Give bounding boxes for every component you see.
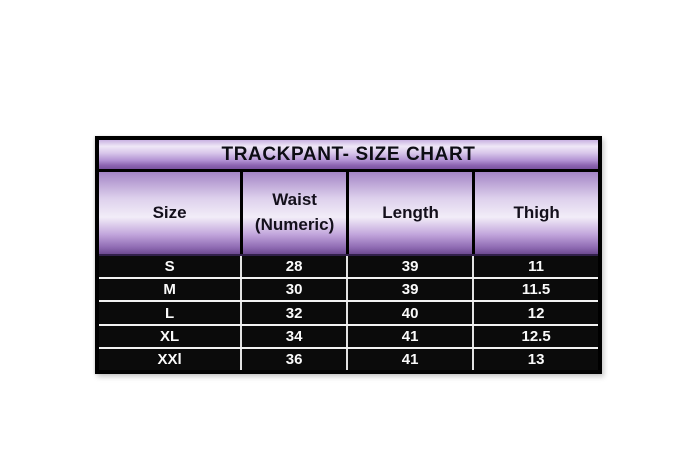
cell-length: 41 — [345, 325, 473, 347]
column-header-thigh: Thigh — [472, 172, 598, 254]
cell-waist: 28 — [240, 256, 346, 278]
cell-thigh: 13 — [472, 348, 598, 371]
cell-length: 41 — [345, 348, 473, 371]
header-row: Size Waist (Numeric) Length Thigh — [99, 172, 598, 256]
table-row-xxl: XXl 36 41 13 — [99, 346, 598, 371]
size-chart-table: TRACKPANT- SIZE CHART Size Waist (Numeri… — [95, 136, 602, 374]
table-body: S 28 39 11 M 30 39 11.5 L 32 40 12 XL 34… — [99, 256, 598, 371]
cell-size: S — [99, 256, 241, 278]
cell-thigh: 11 — [472, 256, 598, 278]
cell-length: 39 — [345, 256, 473, 278]
cell-waist: 32 — [240, 302, 346, 324]
cell-size: L — [99, 302, 241, 324]
cell-size: XXl — [99, 348, 241, 371]
cell-length: 39 — [345, 279, 473, 301]
column-header-waist: Waist (Numeric) — [240, 172, 346, 254]
cell-waist: 30 — [240, 279, 346, 301]
table-row-xl: XL 34 41 12.5 — [99, 323, 598, 347]
cell-waist: 36 — [240, 348, 346, 371]
cell-thigh: 12 — [472, 302, 598, 324]
cell-thigh: 12.5 — [472, 325, 598, 347]
table-row-l: L 32 40 12 — [99, 300, 598, 324]
cell-size: XL — [99, 325, 241, 347]
cell-size: M — [99, 279, 241, 301]
cell-waist: 34 — [240, 325, 346, 347]
chart-title: TRACKPANT- SIZE CHART — [99, 140, 598, 172]
table-row-m: M 30 39 11.5 — [99, 277, 598, 301]
column-header-size: Size — [152, 202, 187, 222]
column-header-length: Length — [345, 172, 472, 254]
cell-length: 40 — [345, 302, 473, 324]
table-row-s: S 28 39 11 — [99, 256, 598, 278]
cell-thigh: 11.5 — [472, 279, 598, 301]
